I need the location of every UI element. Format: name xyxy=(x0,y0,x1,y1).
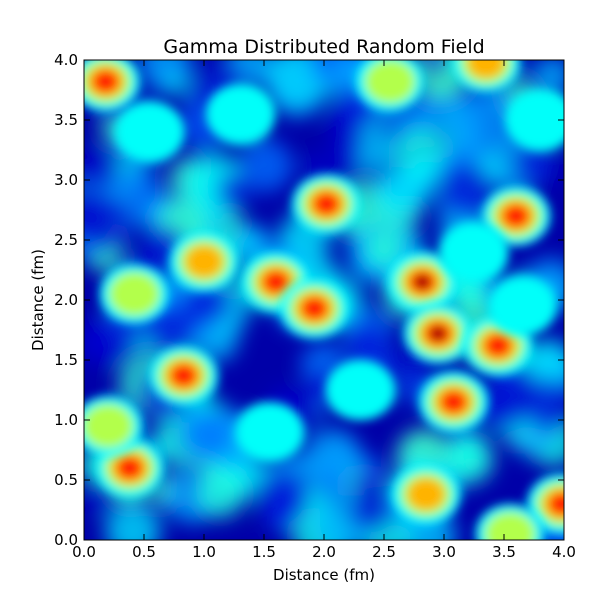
x-axis: 0.0 0.5 1.0 1.5 2.0 2.5 3.0 3.5 4.0 xyxy=(72,60,576,561)
field-low-patch xyxy=(84,145,119,189)
field-blob xyxy=(265,60,328,107)
x-tick-label: 4.0 xyxy=(552,543,576,561)
x-axis-label: Distance (fm) xyxy=(273,566,375,584)
field-low-patch xyxy=(85,484,116,516)
y-tick-label: 2.0 xyxy=(54,291,78,309)
field-hotspot xyxy=(451,60,521,93)
x-tick-label: 1.5 xyxy=(252,543,276,561)
field-hotspot xyxy=(279,278,349,339)
field-hotspot xyxy=(84,60,141,112)
x-tick-label: 0.0 xyxy=(72,543,96,561)
field-low-patch xyxy=(84,197,135,253)
field-blob xyxy=(179,408,233,462)
field-low-patch xyxy=(439,164,495,220)
field-blob xyxy=(230,228,267,265)
field-low-patch xyxy=(216,172,254,210)
field-blob xyxy=(240,139,293,192)
y-tick-label: 2.5 xyxy=(54,231,78,249)
chart-title: Gamma Distributed Random Field xyxy=(163,36,484,58)
field-hotspot xyxy=(84,396,143,456)
field-hotspot xyxy=(387,252,457,312)
field-low-patch xyxy=(326,104,355,133)
x-tick-label: 3.5 xyxy=(492,543,516,561)
y-tick-label: 0.0 xyxy=(54,531,78,549)
field-low-patch xyxy=(84,319,119,364)
field-blob xyxy=(457,84,518,146)
field-low-patch xyxy=(144,306,196,358)
field-hotspot xyxy=(505,90,564,150)
y-tick-label: 3.5 xyxy=(54,111,78,129)
field-blob xyxy=(321,471,351,501)
field-hotspot xyxy=(291,174,361,234)
field-blob xyxy=(533,60,564,95)
field-hotspots xyxy=(84,60,564,540)
y-tick-label: 1.0 xyxy=(54,411,78,429)
x-tick-label: 3.0 xyxy=(432,543,456,561)
field-hotspot xyxy=(391,464,461,525)
field-low-patch xyxy=(254,471,310,526)
field-hotspot xyxy=(235,402,305,462)
field-hotspot xyxy=(99,264,169,324)
field-hotspot xyxy=(403,303,473,364)
field-blob xyxy=(445,436,494,485)
field-hotspot xyxy=(481,186,551,246)
y-axis-label: Distance (fm) xyxy=(29,249,47,351)
field-hotspot xyxy=(355,60,425,112)
field-low-patch xyxy=(346,323,390,368)
y-tick-label: 3.0 xyxy=(54,171,78,189)
y-axis: 0.0 0.5 1.0 1.5 2.0 2.5 3.0 3.5 4.0 xyxy=(54,51,564,549)
field-blob xyxy=(305,428,361,485)
x-tick-label: 2.0 xyxy=(312,543,336,561)
field-blob xyxy=(105,503,161,540)
field-hotspot xyxy=(487,276,557,336)
field-blob xyxy=(138,60,192,90)
field-low-patch xyxy=(420,60,450,75)
field-hotspot xyxy=(475,504,545,540)
field-low-patch xyxy=(349,487,395,533)
y-tick-label: 0.5 xyxy=(54,471,78,489)
field-hotspot xyxy=(325,360,395,420)
field-hotspot xyxy=(205,84,275,144)
field-blob xyxy=(534,345,564,386)
field-hotspot xyxy=(439,222,509,282)
field-low-patch xyxy=(513,139,562,189)
field-blob xyxy=(374,166,427,220)
x-tick-label: 1.0 xyxy=(192,543,216,561)
y-tick-label: 1.5 xyxy=(54,351,78,369)
x-tick-label: 0.5 xyxy=(132,543,156,561)
plot-area xyxy=(84,60,564,540)
field-hotspot xyxy=(169,231,239,292)
field-hotspot xyxy=(115,102,185,162)
field-hotspot xyxy=(419,372,489,432)
field-low-patch xyxy=(327,126,364,163)
field-blob xyxy=(195,468,245,518)
field-hotspot xyxy=(149,345,219,406)
field-blob xyxy=(365,229,405,269)
y-tick-label: 4.0 xyxy=(54,51,78,69)
x-tick-label: 2.5 xyxy=(372,543,396,561)
